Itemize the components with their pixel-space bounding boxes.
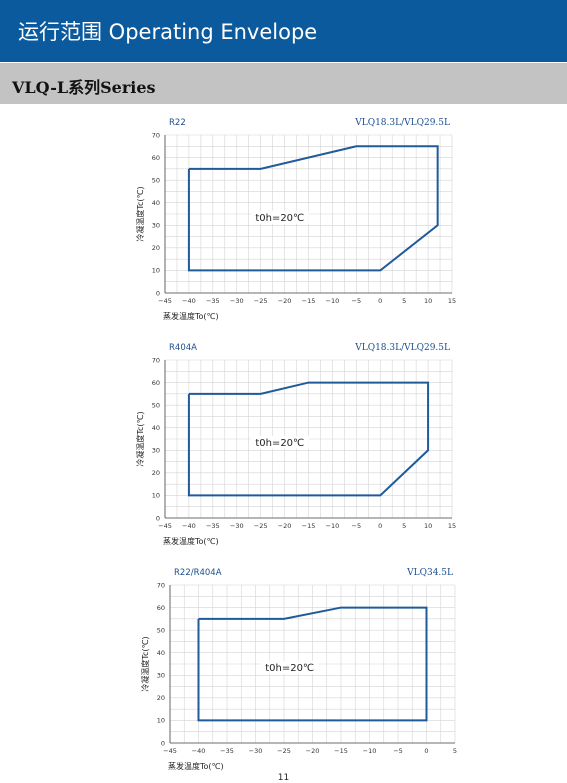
x-tick-label: −10 xyxy=(326,522,340,530)
y-tick-label: 60 xyxy=(152,379,160,387)
y-tick-label: 20 xyxy=(157,694,165,702)
refrigerant-label: R404A xyxy=(169,343,197,353)
y-tick-label: 20 xyxy=(152,244,160,252)
envelope-line xyxy=(187,381,430,497)
y-tick-label: 30 xyxy=(152,447,160,455)
x-tick-label: −5 xyxy=(393,747,403,755)
y-tick-label: 60 xyxy=(157,604,165,612)
page-header: 运行范围 Operating Envelope xyxy=(0,0,567,62)
suction-superheat-annotation: t0h=20℃ xyxy=(265,663,314,674)
x-tick-label: −25 xyxy=(277,747,291,755)
y-axis-label: 冷凝温度Tc(℃) xyxy=(135,186,145,241)
x-tick-label: −15 xyxy=(302,297,316,305)
x-tick-label: −35 xyxy=(206,297,220,305)
chart-svg: −45 −40 −35 −30 −25 −20 −15 −10 −5 0 5010203040506… xyxy=(140,568,457,771)
x-tick-label: −25 xyxy=(254,522,268,530)
y-tick-label: 30 xyxy=(157,672,165,680)
suction-superheat-annotation: t0h=20℃ xyxy=(255,438,304,449)
y-tick-label: 50 xyxy=(157,626,165,634)
x-tick-label: 15 xyxy=(448,297,456,305)
x-tick-label: −10 xyxy=(326,297,340,305)
y-tick-label: 0 xyxy=(156,514,160,522)
y-tick-label: 40 xyxy=(152,199,160,207)
x-tick-label: 0 xyxy=(424,747,428,755)
x-tick-label: −15 xyxy=(334,747,348,755)
x-tick-label: −20 xyxy=(306,747,320,755)
x-tick-label: 15 xyxy=(448,522,456,530)
y-tick-label: 10 xyxy=(152,492,160,500)
envelope-chart-r22-r404a: −45 −40 −35 −30 −25 −20 −15 −10 −5 0 5 0 10 20 30 40 50 6… xyxy=(0,560,567,775)
x-tick-label: 0 xyxy=(378,522,382,530)
page-number: 11 xyxy=(277,773,290,783)
y-tick-label: 40 xyxy=(152,424,160,432)
x-tick-label: −40 xyxy=(182,522,196,530)
envelope-line xyxy=(197,606,428,722)
x-tick-label: −25 xyxy=(254,297,268,305)
x-tick-label: −40 xyxy=(192,747,206,755)
y-tick-label: 10 xyxy=(152,267,160,275)
x-axis-label: 蒸发温度To(℃) xyxy=(163,536,219,546)
y-tick-label: 50 xyxy=(152,176,160,184)
suction-superheat-annotation: t0h=20℃ xyxy=(255,213,304,224)
model-label: VLQ18.3L/VLQ29.5L xyxy=(354,118,450,128)
x-tick-label: −40 xyxy=(182,297,196,305)
y-axis-label: 冷凝温度Tc(℃) xyxy=(135,411,145,466)
chart-svg: −45 −40 −35 −30 −25 −20 −15 −10 −5 0 5 10 15 0 10 20 30 4… xyxy=(135,118,456,321)
y-tick-label: 70 xyxy=(152,131,160,139)
x-tick-label: 5 xyxy=(453,747,457,755)
y-tick-label: 0 xyxy=(156,289,160,297)
annotation-background xyxy=(250,435,309,449)
envelope-line xyxy=(187,145,439,272)
x-tick-label: −15 xyxy=(302,522,316,530)
annotation-background xyxy=(250,210,309,224)
y-tick-label: 0 xyxy=(161,739,165,747)
x-tick-label: −45 xyxy=(158,522,172,530)
x-tick-label: −20 xyxy=(278,522,292,530)
x-tick-label: −45 xyxy=(158,297,172,305)
x-tick-label: 10 xyxy=(424,522,432,530)
model-label: VLQ18.3L/VLQ29.5L xyxy=(354,343,450,353)
annotation-background xyxy=(260,660,319,674)
refrigerant-label: R22/R404A xyxy=(174,568,222,578)
x-axis-label: 蒸发温度To(℃) xyxy=(163,311,219,321)
y-tick-label: 10 xyxy=(157,717,165,725)
y-tick-label: 30 xyxy=(152,222,160,230)
y-tick-label: 70 xyxy=(157,581,165,589)
y-axis-label: 冷凝温度Tc(℃) xyxy=(140,636,150,691)
x-tick-label: 0 xyxy=(378,297,382,305)
x-axis-label: 蒸发温度To(℃) xyxy=(168,761,224,771)
y-tick-label: 40 xyxy=(157,649,165,657)
x-tick-label: −30 xyxy=(249,747,263,755)
x-tick-label: −5 xyxy=(352,297,362,305)
chart-svg: −45 −40 −35 −30 −25 −20 −15 −10 −5 0 5 10 15 0 10 20 30 4… xyxy=(135,343,456,546)
y-tick-label: 20 xyxy=(152,469,160,477)
x-tick-label: −45 xyxy=(163,747,177,755)
envelope-chart-r22: −45 −40 −35 −30 −25 −20 −15 −10 −5 0 5 10 15 0 10 20 30 4… xyxy=(0,110,567,325)
y-tick-label: 70 xyxy=(152,356,160,364)
x-tick-label: −5 xyxy=(352,522,362,530)
y-tick-label: 50 xyxy=(152,401,160,409)
x-tick-label: −30 xyxy=(230,522,244,530)
x-tick-label: −30 xyxy=(230,297,244,305)
section-title: VLQ-L系列Series xyxy=(12,78,156,97)
section-header: VLQ-L系列Series xyxy=(0,63,567,104)
x-tick-label: −35 xyxy=(220,747,234,755)
y-tick-label: 60 xyxy=(152,154,160,162)
x-tick-label: −20 xyxy=(278,297,292,305)
refrigerant-label: R22 xyxy=(169,118,186,128)
x-tick-label: 10 xyxy=(424,297,432,305)
x-tick-label: −35 xyxy=(206,522,220,530)
x-tick-label: 5 xyxy=(402,297,406,305)
envelope-chart-r404a: −45 −40 −35 −30 −25 −20 −15 −10 −5 0 5 10 15 0 10 20 30 4… xyxy=(0,335,567,550)
page-title: 运行范围 Operating Envelope xyxy=(18,20,318,44)
model-label: VLQ34.5L xyxy=(406,568,453,578)
x-tick-label: 5 xyxy=(402,522,406,530)
x-tick-label: −10 xyxy=(363,747,377,755)
